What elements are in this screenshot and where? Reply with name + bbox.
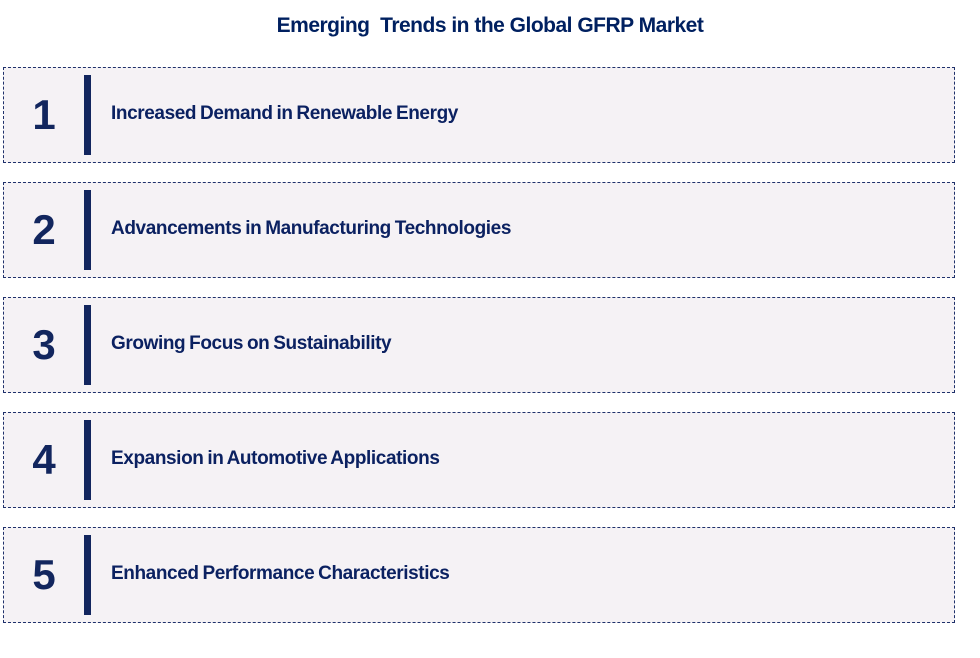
trend-number: 3 bbox=[32, 321, 56, 368]
page-title: Emerging Trends in the Global GFRP Marke… bbox=[276, 14, 704, 37]
trend-label: Growing Focus on Sustainability bbox=[111, 333, 392, 354]
trend-row-4: 4 Expansion in Automotive Applications bbox=[3, 412, 955, 508]
trend-number: 4 bbox=[32, 436, 56, 483]
accent-bar bbox=[84, 190, 91, 270]
trend-list: 1 Increased Demand in Renewable Energy 2… bbox=[3, 67, 955, 642]
trend-label: Increased Demand in Renewable Energy bbox=[111, 103, 458, 124]
accent-bar bbox=[84, 535, 91, 615]
trend-row-5: 5 Enhanced Performance Characteristics bbox=[3, 527, 955, 623]
accent-bar bbox=[84, 420, 91, 500]
trend-row-2: 2 Advancements in Manufacturing Technolo… bbox=[3, 182, 955, 278]
trend-number: 1 bbox=[32, 91, 56, 138]
trend-label: Expansion in Automotive Applications bbox=[111, 448, 440, 469]
accent-bar bbox=[84, 305, 91, 385]
trend-label: Advancements in Manufacturing Technologi… bbox=[111, 218, 512, 239]
accent-bar bbox=[84, 75, 91, 155]
trend-row-1: 1 Increased Demand in Renewable Energy bbox=[3, 67, 955, 163]
trend-number: 5 bbox=[32, 551, 56, 598]
trend-row-3: 3 Growing Focus on Sustainability bbox=[3, 297, 955, 393]
trend-number: 2 bbox=[32, 206, 56, 253]
trend-label: Enhanced Performance Characteristics bbox=[111, 563, 450, 584]
